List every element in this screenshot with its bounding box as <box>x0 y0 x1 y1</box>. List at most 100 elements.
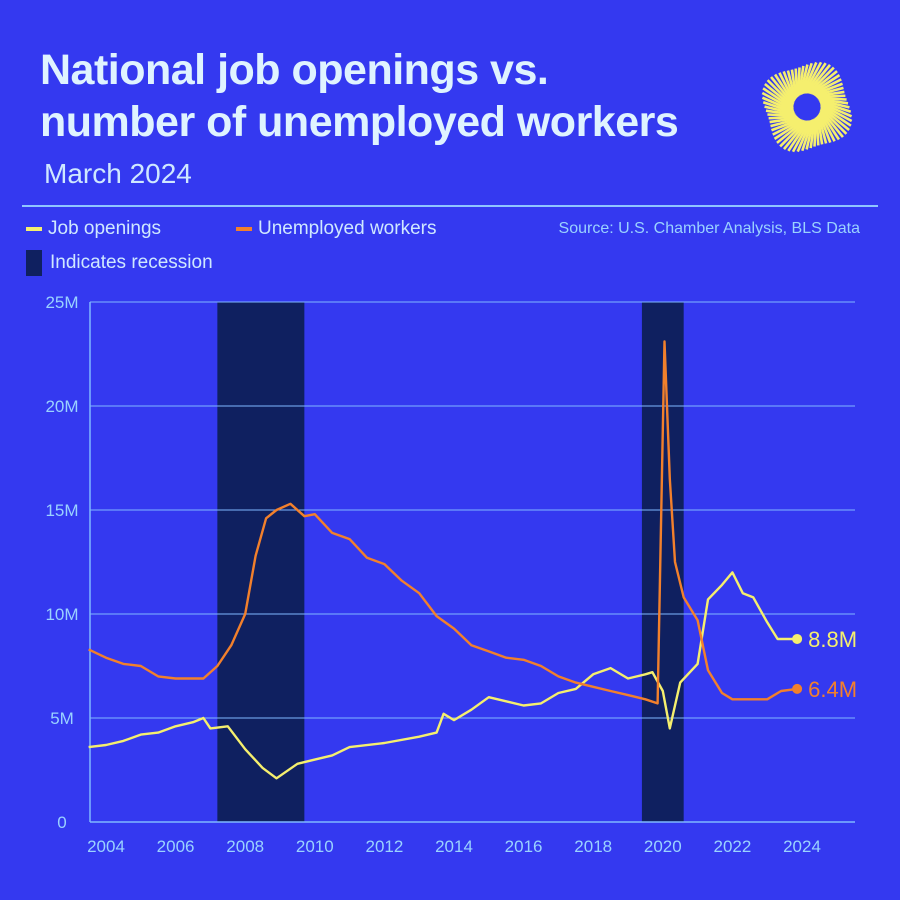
y-tick-label: 5M <box>50 709 74 728</box>
y-tick-label: 15M <box>45 501 78 520</box>
logo-ray <box>791 120 811 153</box>
logo-ray <box>761 96 795 113</box>
x-tick-label: 2008 <box>226 837 264 856</box>
legend-item-job-openings: Job openings <box>26 218 161 240</box>
recession-band <box>217 302 305 822</box>
end-value-label: 6.4M <box>808 677 857 702</box>
logo-ray <box>782 120 809 150</box>
unemployed-swatch-icon <box>236 227 252 231</box>
logo-ray <box>770 117 800 128</box>
logo-ray <box>766 79 794 107</box>
logo-ray <box>819 108 844 138</box>
unemployed-line <box>88 340 798 705</box>
logo-ray <box>807 66 835 94</box>
logo-ray <box>773 119 804 140</box>
logo-ray <box>820 103 853 123</box>
logo-ray <box>767 113 797 118</box>
logo-ray <box>817 114 828 144</box>
legend-label: Indicates recession <box>50 252 213 273</box>
logo-ray <box>800 62 813 95</box>
logo-ray <box>820 105 850 132</box>
logo-ray <box>764 82 794 109</box>
end-point-marker <box>792 633 803 644</box>
legend-item-recession: Indicates recession <box>26 250 213 276</box>
logo-ray <box>762 101 795 114</box>
logo-ray <box>816 94 846 99</box>
logo-ray <box>813 82 843 96</box>
logo-ray <box>796 67 801 97</box>
x-tick-label: 2020 <box>644 837 682 856</box>
logo-ray <box>778 72 796 103</box>
logo-ray <box>815 90 845 98</box>
recession-swatch-icon <box>26 250 42 276</box>
logo-ray <box>818 113 832 143</box>
logo-ray <box>787 120 810 152</box>
logo-ray <box>804 62 827 94</box>
logo-ray <box>810 74 841 95</box>
x-tick-label: 2014 <box>435 837 473 856</box>
divider <box>22 205 878 207</box>
logo-ray <box>819 100 852 113</box>
logo-ray <box>805 64 832 94</box>
x-tick-label: 2024 <box>783 837 821 856</box>
title-line-1: National job openings vs. <box>40 46 549 94</box>
logo-ray <box>764 105 795 115</box>
logo-ray <box>794 68 799 98</box>
logo-ray <box>820 104 852 127</box>
logo-ray <box>820 107 848 135</box>
logo-ray <box>772 118 803 136</box>
y-tick-label: 10M <box>45 605 78 624</box>
logo-ray <box>786 70 797 100</box>
legend-item-unemployed: Unemployed workers <box>236 218 436 240</box>
logo-ray <box>803 61 823 94</box>
logo-ray <box>770 76 795 106</box>
logo-ray <box>765 109 796 117</box>
logo-ray <box>799 64 809 95</box>
end-point-marker <box>792 683 803 694</box>
source-note: Source: U.S. Chamber Analysis, BLS Data <box>558 220 860 237</box>
logo-ray <box>818 97 849 105</box>
y-tick-label: 20M <box>45 397 78 416</box>
logo-ray <box>809 118 817 149</box>
y-tick-label: 0 <box>57 813 66 832</box>
x-tick-label: 2022 <box>713 837 751 856</box>
x-tick-label: 2010 <box>296 837 334 856</box>
logo-ray <box>805 119 815 150</box>
logo-ray <box>769 116 799 124</box>
subtitle: March 2024 <box>44 158 192 189</box>
logo-ray <box>771 118 801 132</box>
logo-ray <box>761 91 794 111</box>
logo-ray <box>796 119 813 153</box>
title-line-2: number of unemployed workers <box>40 98 679 146</box>
logo-ray <box>817 96 847 101</box>
logo-ray <box>811 78 842 96</box>
logo-ray <box>790 69 798 99</box>
x-tick-label: 2018 <box>574 837 612 856</box>
logo-ray <box>819 101 853 118</box>
x-tick-label: 2016 <box>505 837 543 856</box>
logo-ray <box>776 119 806 144</box>
logo-ray <box>801 119 814 152</box>
chamber-logo-icon <box>761 61 853 153</box>
logo-ray <box>779 120 807 148</box>
x-tick-label: 2006 <box>157 837 195 856</box>
logo-ray <box>815 116 820 146</box>
logo-ray <box>774 73 795 104</box>
end-value-label: 8.8M <box>808 627 857 652</box>
logo-ray <box>813 117 818 147</box>
y-tick-label: 25M <box>45 293 78 312</box>
logo-ray <box>782 71 796 101</box>
job-openings-swatch-icon <box>26 227 42 231</box>
logo-ray <box>819 110 840 141</box>
job-openings-line <box>88 571 798 780</box>
chart-title: National job openings vs. number of unem… <box>40 44 679 148</box>
logo-ray <box>818 111 836 142</box>
logo-ray <box>819 99 850 109</box>
logo-ray <box>816 115 824 145</box>
legend-label: Job openings <box>48 218 162 239</box>
legend-label: Unemployed workers <box>258 218 437 239</box>
logo-ray <box>801 61 818 95</box>
logo-ray <box>797 65 805 96</box>
x-tick-label: 2004 <box>87 837 125 856</box>
